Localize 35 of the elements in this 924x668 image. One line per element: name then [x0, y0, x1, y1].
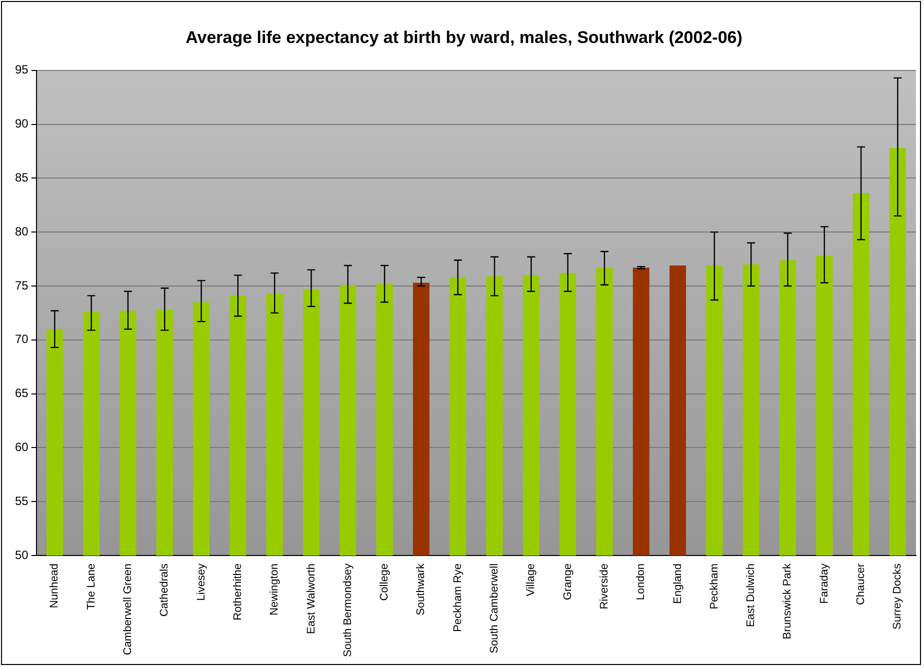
x-tick-label: Grange	[562, 563, 574, 600]
x-tick-label: Chaucer	[855, 563, 868, 606]
y-tick-label: 55	[14, 494, 29, 508]
y-tick-label: 70	[14, 332, 29, 346]
x-tick-label: Newington	[268, 563, 281, 616]
x-tick-label: London	[635, 563, 648, 600]
y-tick-label: 50	[14, 548, 29, 562]
x-tick-label: East Dulwich	[745, 563, 758, 628]
y-tick-label: 60	[14, 440, 29, 454]
x-tick-label: Village	[525, 563, 538, 596]
x-tick-label: Faraday	[818, 562, 830, 604]
x-tick-label: England	[672, 563, 684, 604]
x-tick-label: Livesey	[195, 562, 208, 601]
y-tick-label: 80	[14, 224, 29, 238]
x-tick-label: South Bermondsey	[342, 562, 354, 658]
x-tick-label: Brunswick Park	[782, 562, 794, 640]
y-tick-label: 95	[14, 62, 29, 77]
chart-title: Average life expectancy at birth by ward, males, Southwark (2002-06)	[186, 28, 742, 47]
x-tick-label: Peckham Rye	[452, 563, 464, 632]
x-tick-label: East Walworth	[305, 563, 318, 634]
y-tick-label: 75	[14, 278, 29, 292]
x-tick-label: Rotherhithe	[232, 563, 244, 620]
x-tick-label: Nunhead	[48, 563, 61, 608]
x-tick-label: Peckham	[708, 563, 720, 610]
x-tick-label: Southwark	[415, 562, 428, 616]
x-tick-label: South Camberwell	[488, 563, 501, 654]
y-tick-label: 85	[14, 170, 29, 184]
x-tick-label: Riverside	[598, 563, 610, 610]
x-tick-label: Camberwell Green	[122, 563, 134, 656]
x-tick-label: Cathedrals	[158, 562, 171, 617]
x-tick-label: Surrey Docks	[892, 562, 904, 630]
y-tick-label: 90	[14, 116, 29, 131]
x-tick-label: The Lane	[85, 563, 98, 610]
x-tick-label: College	[378, 563, 391, 601]
y-tick-label: 65	[14, 386, 29, 400]
